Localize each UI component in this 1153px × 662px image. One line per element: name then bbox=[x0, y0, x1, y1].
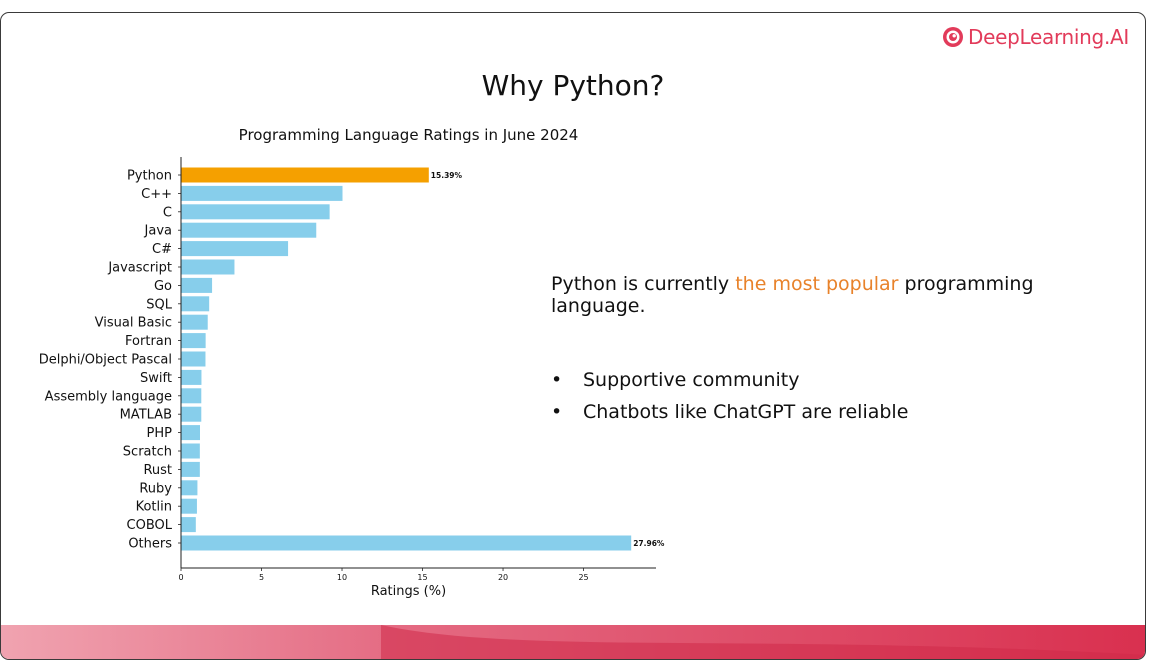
body-text-highlight: the most popular bbox=[735, 273, 899, 295]
category-label: Scratch bbox=[123, 445, 172, 460]
bars-layer bbox=[181, 167, 632, 551]
bar-swift bbox=[181, 369, 202, 385]
bar-delphi-object-pascal bbox=[181, 351, 206, 367]
brand-logo: DeepLearning.AI bbox=[942, 25, 1129, 49]
category-label: Others bbox=[128, 537, 172, 552]
brand-logo-text: DeepLearning.AI bbox=[968, 25, 1129, 49]
category-label: PHP bbox=[147, 426, 173, 441]
body-text-suffix: programming language. bbox=[551, 273, 1034, 317]
category-label: Java bbox=[144, 224, 172, 239]
chart-title: Programming Language Ratings in June 202… bbox=[239, 126, 579, 144]
data-label: 15.39% bbox=[431, 171, 463, 180]
category-label: Kotlin bbox=[136, 500, 172, 515]
footer-wave bbox=[1, 625, 1145, 659]
x-tick-label: 0 bbox=[178, 573, 183, 582]
bar-c bbox=[181, 204, 330, 220]
bar-matlab bbox=[181, 406, 202, 422]
bullet-list: • Supportive community • Chatbots like Cha… bbox=[551, 369, 908, 433]
category-label: Rust bbox=[143, 463, 172, 478]
bullet-item: • Supportive community bbox=[551, 369, 908, 401]
bar-fortran bbox=[181, 333, 206, 349]
bar-javascript bbox=[181, 259, 235, 275]
category-label: Assembly language bbox=[45, 389, 172, 404]
bar-chart: Programming Language Ratings in June 202… bbox=[39, 126, 665, 599]
slide-title: Why Python? bbox=[481, 69, 665, 102]
bullet-item: • Chatbots like ChatGPT are reliable bbox=[551, 401, 908, 433]
category-label: C++ bbox=[141, 187, 172, 202]
bar-others bbox=[181, 535, 632, 551]
bar-rust bbox=[181, 461, 200, 477]
bar-c- bbox=[181, 241, 289, 257]
x-tick-label: 25 bbox=[578, 573, 588, 582]
bullet-dot-icon: • bbox=[551, 369, 563, 391]
bullet-text: Chatbots like ChatGPT are reliable bbox=[583, 401, 909, 423]
category-label: C bbox=[163, 205, 172, 220]
bar-assembly-language bbox=[181, 388, 202, 404]
bullet-dot-icon: • bbox=[551, 401, 563, 423]
axis-layer: Python 15.39% C++ C Java C# Javascript Go SQL Vis… bbox=[39, 157, 665, 582]
x-axis-label: Ratings (%) bbox=[371, 584, 446, 599]
category-label: Swift bbox=[140, 371, 172, 386]
bar-java bbox=[181, 222, 317, 238]
category-label: Javascript bbox=[107, 261, 172, 276]
category-label: Ruby bbox=[139, 481, 172, 496]
x-tick-label: 20 bbox=[498, 573, 508, 582]
category-label: Python bbox=[127, 169, 172, 184]
category-label: Delphi/Object Pascal bbox=[39, 353, 172, 368]
category-label: C# bbox=[152, 242, 172, 257]
category-label: Go bbox=[154, 279, 172, 294]
deeplearning-ai-logo-icon bbox=[943, 27, 964, 47]
x-tick-label: 15 bbox=[417, 573, 427, 582]
category-label: COBOL bbox=[127, 518, 173, 533]
slide: DeepLearning.AI Why Python? Programming … bbox=[0, 12, 1146, 660]
bar-c- bbox=[181, 185, 343, 201]
bar-kotlin bbox=[181, 498, 197, 514]
bar-python bbox=[181, 167, 429, 183]
category-label: Fortran bbox=[125, 334, 172, 349]
category-label: MATLAB bbox=[120, 408, 172, 423]
bar-php bbox=[181, 425, 200, 441]
x-tick-label: 10 bbox=[337, 573, 347, 582]
bullet-text: Supportive community bbox=[583, 369, 800, 391]
bar-ruby bbox=[181, 480, 198, 496]
body-text-prefix: Python is currently bbox=[551, 273, 736, 295]
category-label: SQL bbox=[146, 297, 172, 312]
data-label: 27.96% bbox=[633, 539, 665, 548]
category-label: Visual Basic bbox=[95, 316, 172, 331]
bar-scratch bbox=[181, 443, 200, 459]
bar-cobol bbox=[181, 517, 196, 533]
slide-body-text: Python is currently the most popular pro… bbox=[551, 273, 1091, 317]
bar-go bbox=[181, 277, 213, 293]
bar-sql bbox=[181, 296, 210, 312]
x-tick-label: 5 bbox=[259, 573, 264, 582]
bar-visual-basic bbox=[181, 314, 208, 330]
